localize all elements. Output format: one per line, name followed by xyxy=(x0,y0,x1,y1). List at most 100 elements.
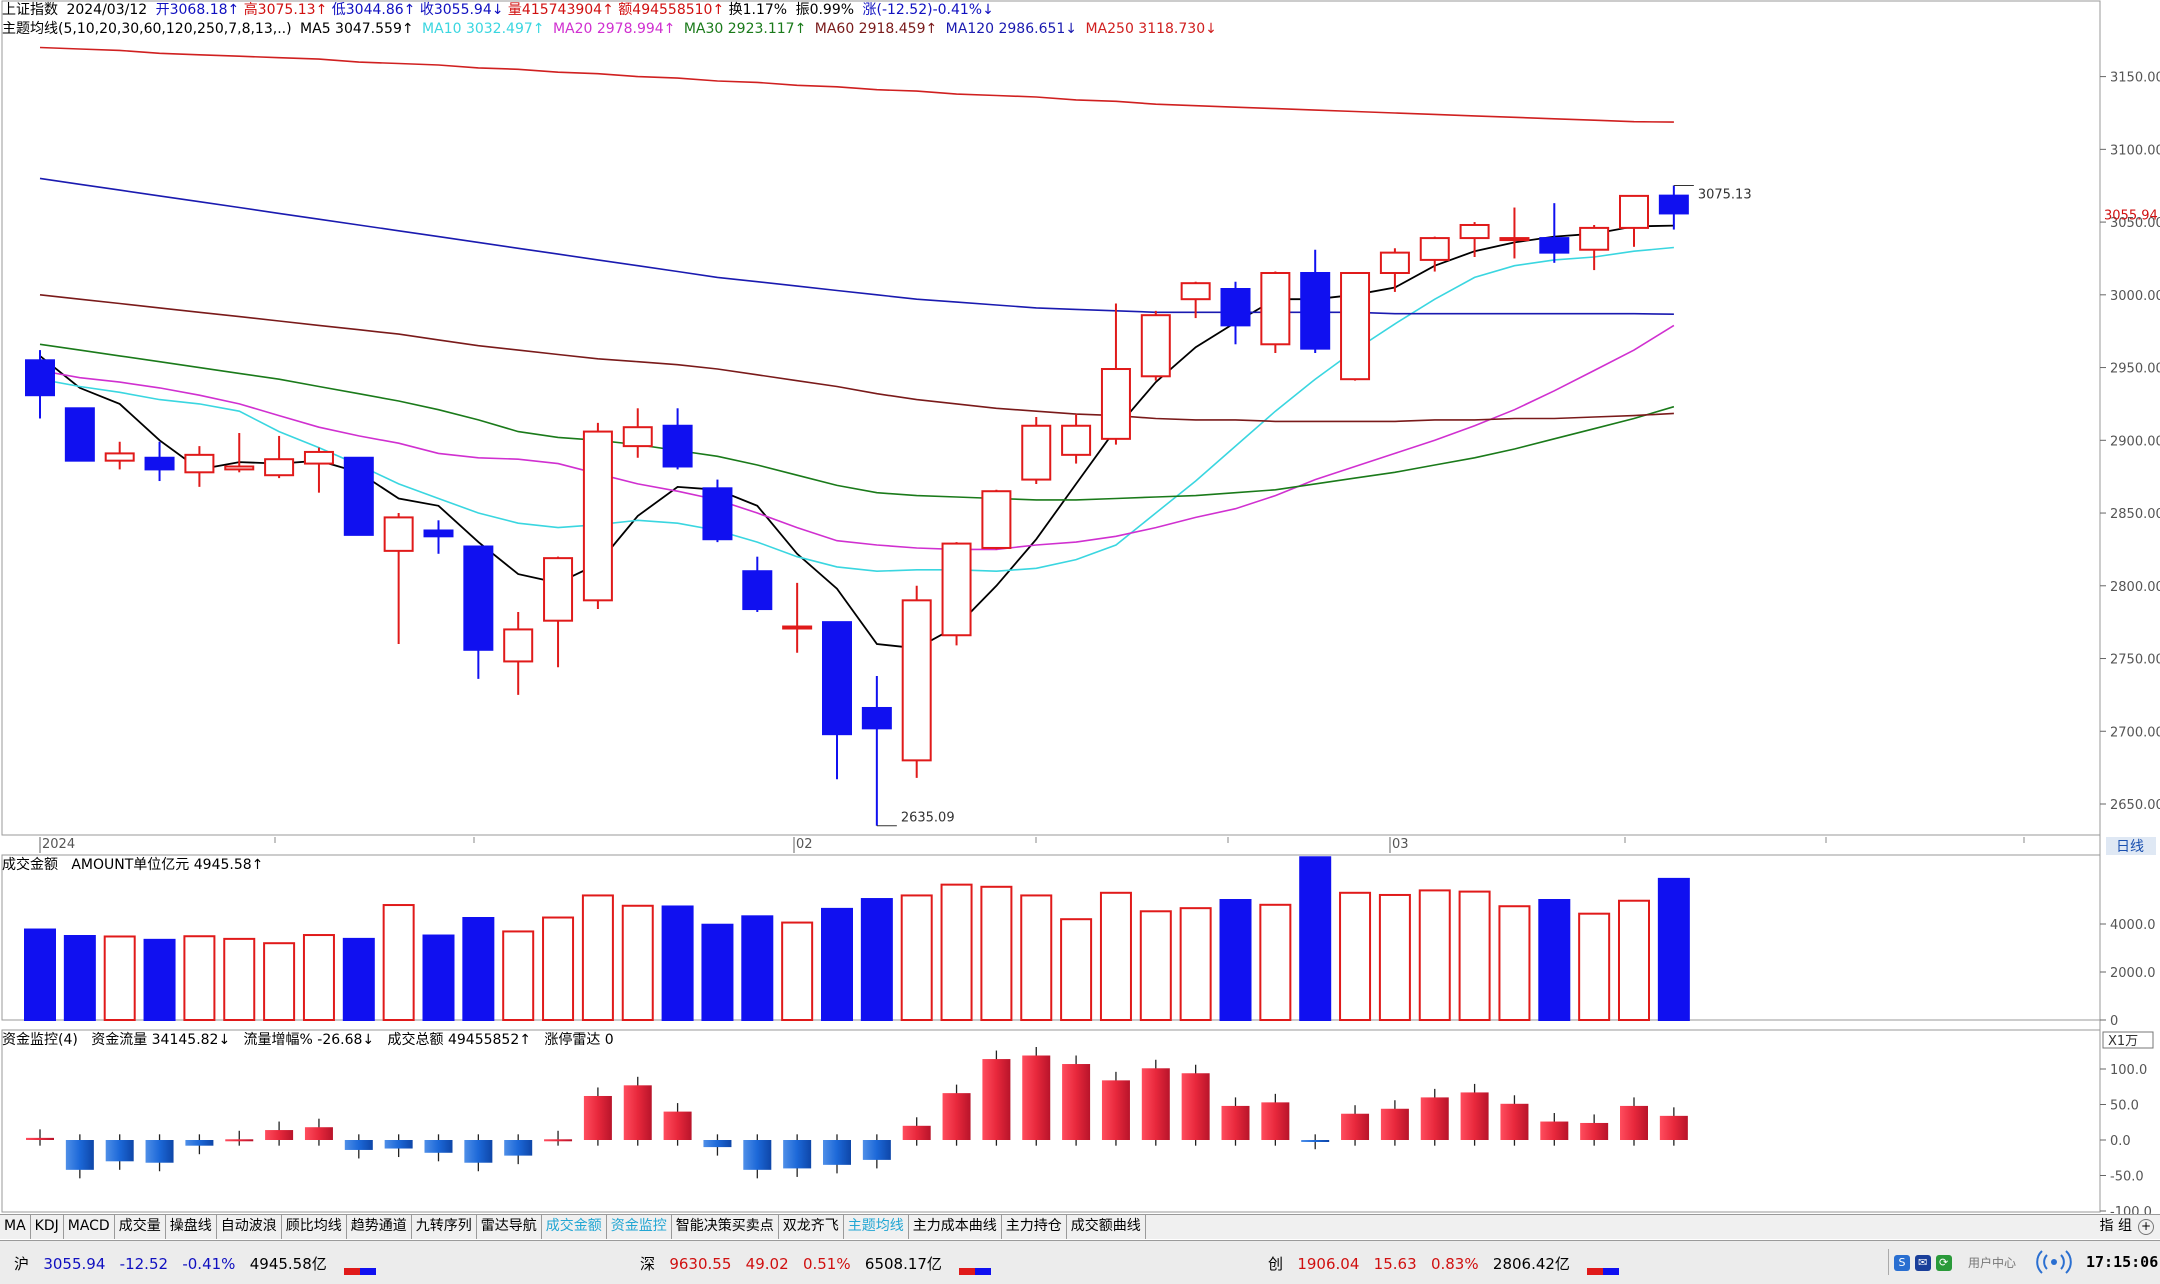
fund-flow-bar xyxy=(902,1125,931,1140)
fund-flow-bar xyxy=(1141,1068,1170,1140)
amount-bar xyxy=(701,923,734,1021)
candle-body xyxy=(1100,368,1131,440)
fund-flow-bar xyxy=(1620,1105,1648,1140)
sh-ratio-bar xyxy=(343,1261,376,1275)
fund-flow-bar xyxy=(703,1140,732,1148)
tab-volume[interactable]: 成交量 xyxy=(115,1215,166,1239)
tab-radar-nav[interactable]: 雷达导航 xyxy=(477,1215,542,1239)
amount-bar xyxy=(263,942,296,1022)
fund-flow-bar xyxy=(1062,1064,1091,1140)
fund-flow-bar xyxy=(1221,1105,1250,1140)
tab-main-cost[interactable]: 主力成本曲线 xyxy=(909,1215,1002,1239)
amount-bar xyxy=(1259,903,1292,1021)
amount-bar xyxy=(1578,912,1611,1021)
candle-body xyxy=(662,424,693,468)
service-s-icon[interactable]: S xyxy=(1894,1254,1910,1271)
tab-nine-turn[interactable]: 九转序列 xyxy=(412,1215,477,1239)
signal-broadcast-icon[interactable] xyxy=(2036,1247,2072,1277)
fund-tick-label: 100.0 xyxy=(2110,1063,2147,1078)
tab-macd[interactable]: MACD xyxy=(64,1215,115,1239)
tab-trading-line[interactable]: 操盘线 xyxy=(166,1215,217,1239)
candle-body xyxy=(622,426,653,448)
sz-label: 深 xyxy=(640,1255,656,1273)
tab-smart-signal[interactable]: 智能决策买卖点 xyxy=(672,1215,779,1239)
amount-bar xyxy=(940,883,973,1022)
tab-ma[interactable]: MA xyxy=(0,1215,31,1239)
amount-bar xyxy=(1179,907,1212,1021)
fund-flow-bar xyxy=(982,1059,1011,1140)
amount-bar xyxy=(1498,905,1531,1021)
candle-body xyxy=(343,456,374,536)
tab-theme-ma[interactable]: 主题均线 xyxy=(844,1215,909,1239)
fund-flow-bar xyxy=(185,1140,214,1146)
tabs-right-controls[interactable]: 指 组 + xyxy=(2100,1215,2154,1238)
fund-flow-bar xyxy=(1022,1055,1051,1140)
stock-chart[interactable]: 3150.00 3100.00 3050.00 3000.00 2950.00 2900.… xyxy=(0,0,2160,1214)
cy-change: 15.63 xyxy=(1373,1255,1417,1273)
candle-body xyxy=(582,430,613,602)
fund-flow-bar xyxy=(583,1095,612,1140)
candle-body xyxy=(782,625,813,630)
mail-icon[interactable]: ✉ xyxy=(1914,1254,1931,1271)
amount-bar xyxy=(1139,910,1172,1022)
fund-flow-bar xyxy=(544,1139,573,1142)
refresh-icon[interactable]: ⟳ xyxy=(1935,1254,1952,1271)
candle-body xyxy=(503,628,534,663)
quick-icons[interactable]: S ✉ ⟳ xyxy=(1894,1253,1952,1271)
add-indicator-icon[interactable]: + xyxy=(2138,1219,2154,1235)
candle-body xyxy=(224,465,255,471)
price-tick-label: 3000.00 xyxy=(2110,289,2160,304)
tab-double-dragon[interactable]: 双龙齐飞 xyxy=(779,1215,844,1239)
amount-bar xyxy=(661,905,694,1021)
tab-amount-curve[interactable]: 成交额曲线 xyxy=(1067,1215,1146,1239)
volume-legend: 成交金额 AMOUNT单位亿元 4945.58↑ xyxy=(2,857,263,873)
tab-auto-wave[interactable]: 自动波浪 xyxy=(217,1215,282,1239)
high-value: 高3075.13↑ xyxy=(243,2,328,18)
fund-tick-label: 50.0 xyxy=(2110,1099,2139,1114)
price-tick-label: 2750.00 xyxy=(2110,653,2160,668)
amount-bar xyxy=(502,930,535,1021)
tab-trend-channel[interactable]: 趋势通道 xyxy=(347,1215,412,1239)
amount-bar xyxy=(1219,899,1252,1021)
candle-body xyxy=(1379,251,1410,274)
amount-bar xyxy=(103,935,136,1021)
candle-body xyxy=(463,545,494,651)
tab-kdj[interactable]: KDJ xyxy=(31,1215,64,1239)
candle-body xyxy=(1340,271,1371,381)
tab-guppy[interactable]: 顾比均线 xyxy=(282,1215,347,1239)
amount-bar xyxy=(860,898,893,1021)
candle-body xyxy=(1499,237,1530,242)
candle-body xyxy=(423,529,454,538)
amount-bar xyxy=(1299,856,1332,1022)
candle-body xyxy=(383,516,414,552)
candle-body xyxy=(1180,282,1211,301)
clock-time: 17:15:06 xyxy=(2086,1253,2159,1271)
amount-bar xyxy=(1458,890,1491,1021)
tab-amount[interactable]: 成交金额 xyxy=(542,1215,607,1239)
sh-index-summary[interactable]: 沪 3055.94 -12.52 -0.41% 4945.58亿 xyxy=(14,1253,376,1275)
sz-amount: 6508.17亿 xyxy=(864,1255,942,1273)
close-value: 收3055.94↓ xyxy=(419,2,504,18)
tabs-right-label[interactable]: 指 组 xyxy=(2099,1218,2132,1234)
sz-price: 9630.55 xyxy=(669,1255,732,1273)
tab-fund-monitor[interactable]: 资金监控 xyxy=(607,1215,672,1239)
sz-index-summary[interactable]: 深 9630.55 49.02 0.51% 6508.17亿 xyxy=(640,1253,991,1275)
main-panel-frame xyxy=(1,0,2101,836)
user-center-link[interactable]: 用户中心 xyxy=(1968,1256,2017,1270)
fund-flow-bar xyxy=(464,1140,493,1163)
tab-main-position[interactable]: 主力持仓 xyxy=(1002,1215,1067,1239)
cy-amount: 2806.42亿 xyxy=(1492,1255,1570,1273)
ma250-line xyxy=(39,46,1674,123)
ma5-legend: MA5 3047.559↑ xyxy=(300,21,414,37)
amount-bar xyxy=(1657,877,1690,1021)
volume-tick-label: 2000.0 xyxy=(2110,966,2156,981)
fund-flow-bar xyxy=(1580,1122,1609,1140)
amount-bar xyxy=(422,934,455,1022)
candle-body xyxy=(1419,237,1450,261)
amount-bar xyxy=(1418,889,1451,1022)
cy-price: 1906.04 xyxy=(1297,1255,1360,1273)
ma-legend: 主题均线(5,10,20,30,60,120,250,7,8,13,..) MA… xyxy=(2,20,1221,38)
cy-index-summary[interactable]: 创 1906.04 15.63 0.83% 2806.42亿 xyxy=(1268,1253,1619,1275)
price-tick-label: 2900.00 xyxy=(2110,434,2160,449)
candle-body xyxy=(184,453,215,474)
